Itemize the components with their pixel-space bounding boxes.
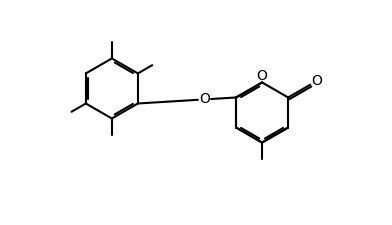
Text: O: O — [311, 74, 322, 88]
Text: O: O — [257, 69, 268, 83]
Text: O: O — [199, 92, 210, 106]
